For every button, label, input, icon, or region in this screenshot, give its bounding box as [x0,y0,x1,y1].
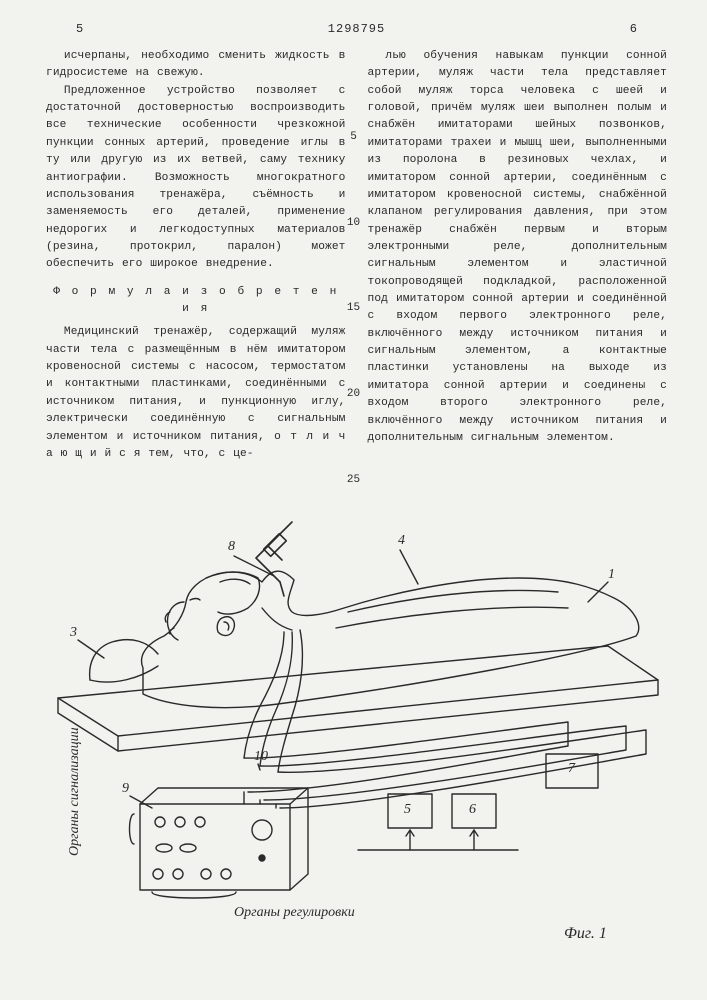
svg-text:4: 4 [398,533,405,548]
svg-text:5: 5 [404,802,411,817]
svg-text:Органы регулировки: Органы регулировки [234,905,355,920]
page-number-left: 5 [76,22,83,36]
svg-text:10: 10 [254,749,268,764]
paragraph: лью обучения навыкам пункции сонной арте… [368,48,668,447]
svg-text:9: 9 [122,781,129,796]
section-title: Ф о р м у л а и з о б р е т е н и я [46,284,346,319]
svg-text:6: 6 [469,802,476,817]
text-columns: исчерпаны, необходимо сменить жидкость в… [46,48,667,463]
page-number-right: 6 [630,22,637,36]
svg-text:Фиг. 1: Фиг. 1 [564,925,607,942]
svg-text:Органы сигнализации: Органы сигнализации [67,727,82,856]
svg-text:8: 8 [228,539,235,554]
column-left: исчерпаны, необходимо сменить жидкость в… [46,48,346,463]
svg-text:7: 7 [568,761,576,776]
page-numbers: 5 1298795 6 [46,22,667,40]
column-right: лью обучения навыкам пункции сонной арте… [368,48,668,463]
svg-text:3: 3 [69,625,77,640]
paragraph: Медицинский тренажёр, содержащий муляж ч… [46,324,346,463]
svg-text:1: 1 [608,567,615,582]
figure-1: 1 3 4 5 6 7 8 9 10 Фиг. 1 Органы сигнали… [48,508,660,970]
page: 5 1298795 6 5 10 15 20 25 исчерпаны, нео… [0,0,707,1000]
document-number: 1298795 [328,22,385,36]
line-number: 25 [344,475,364,486]
paragraph: Предложенное устройство позволяет с дост… [46,83,346,274]
paragraph: исчерпаны, необходимо сменить жидкость в… [46,48,346,83]
